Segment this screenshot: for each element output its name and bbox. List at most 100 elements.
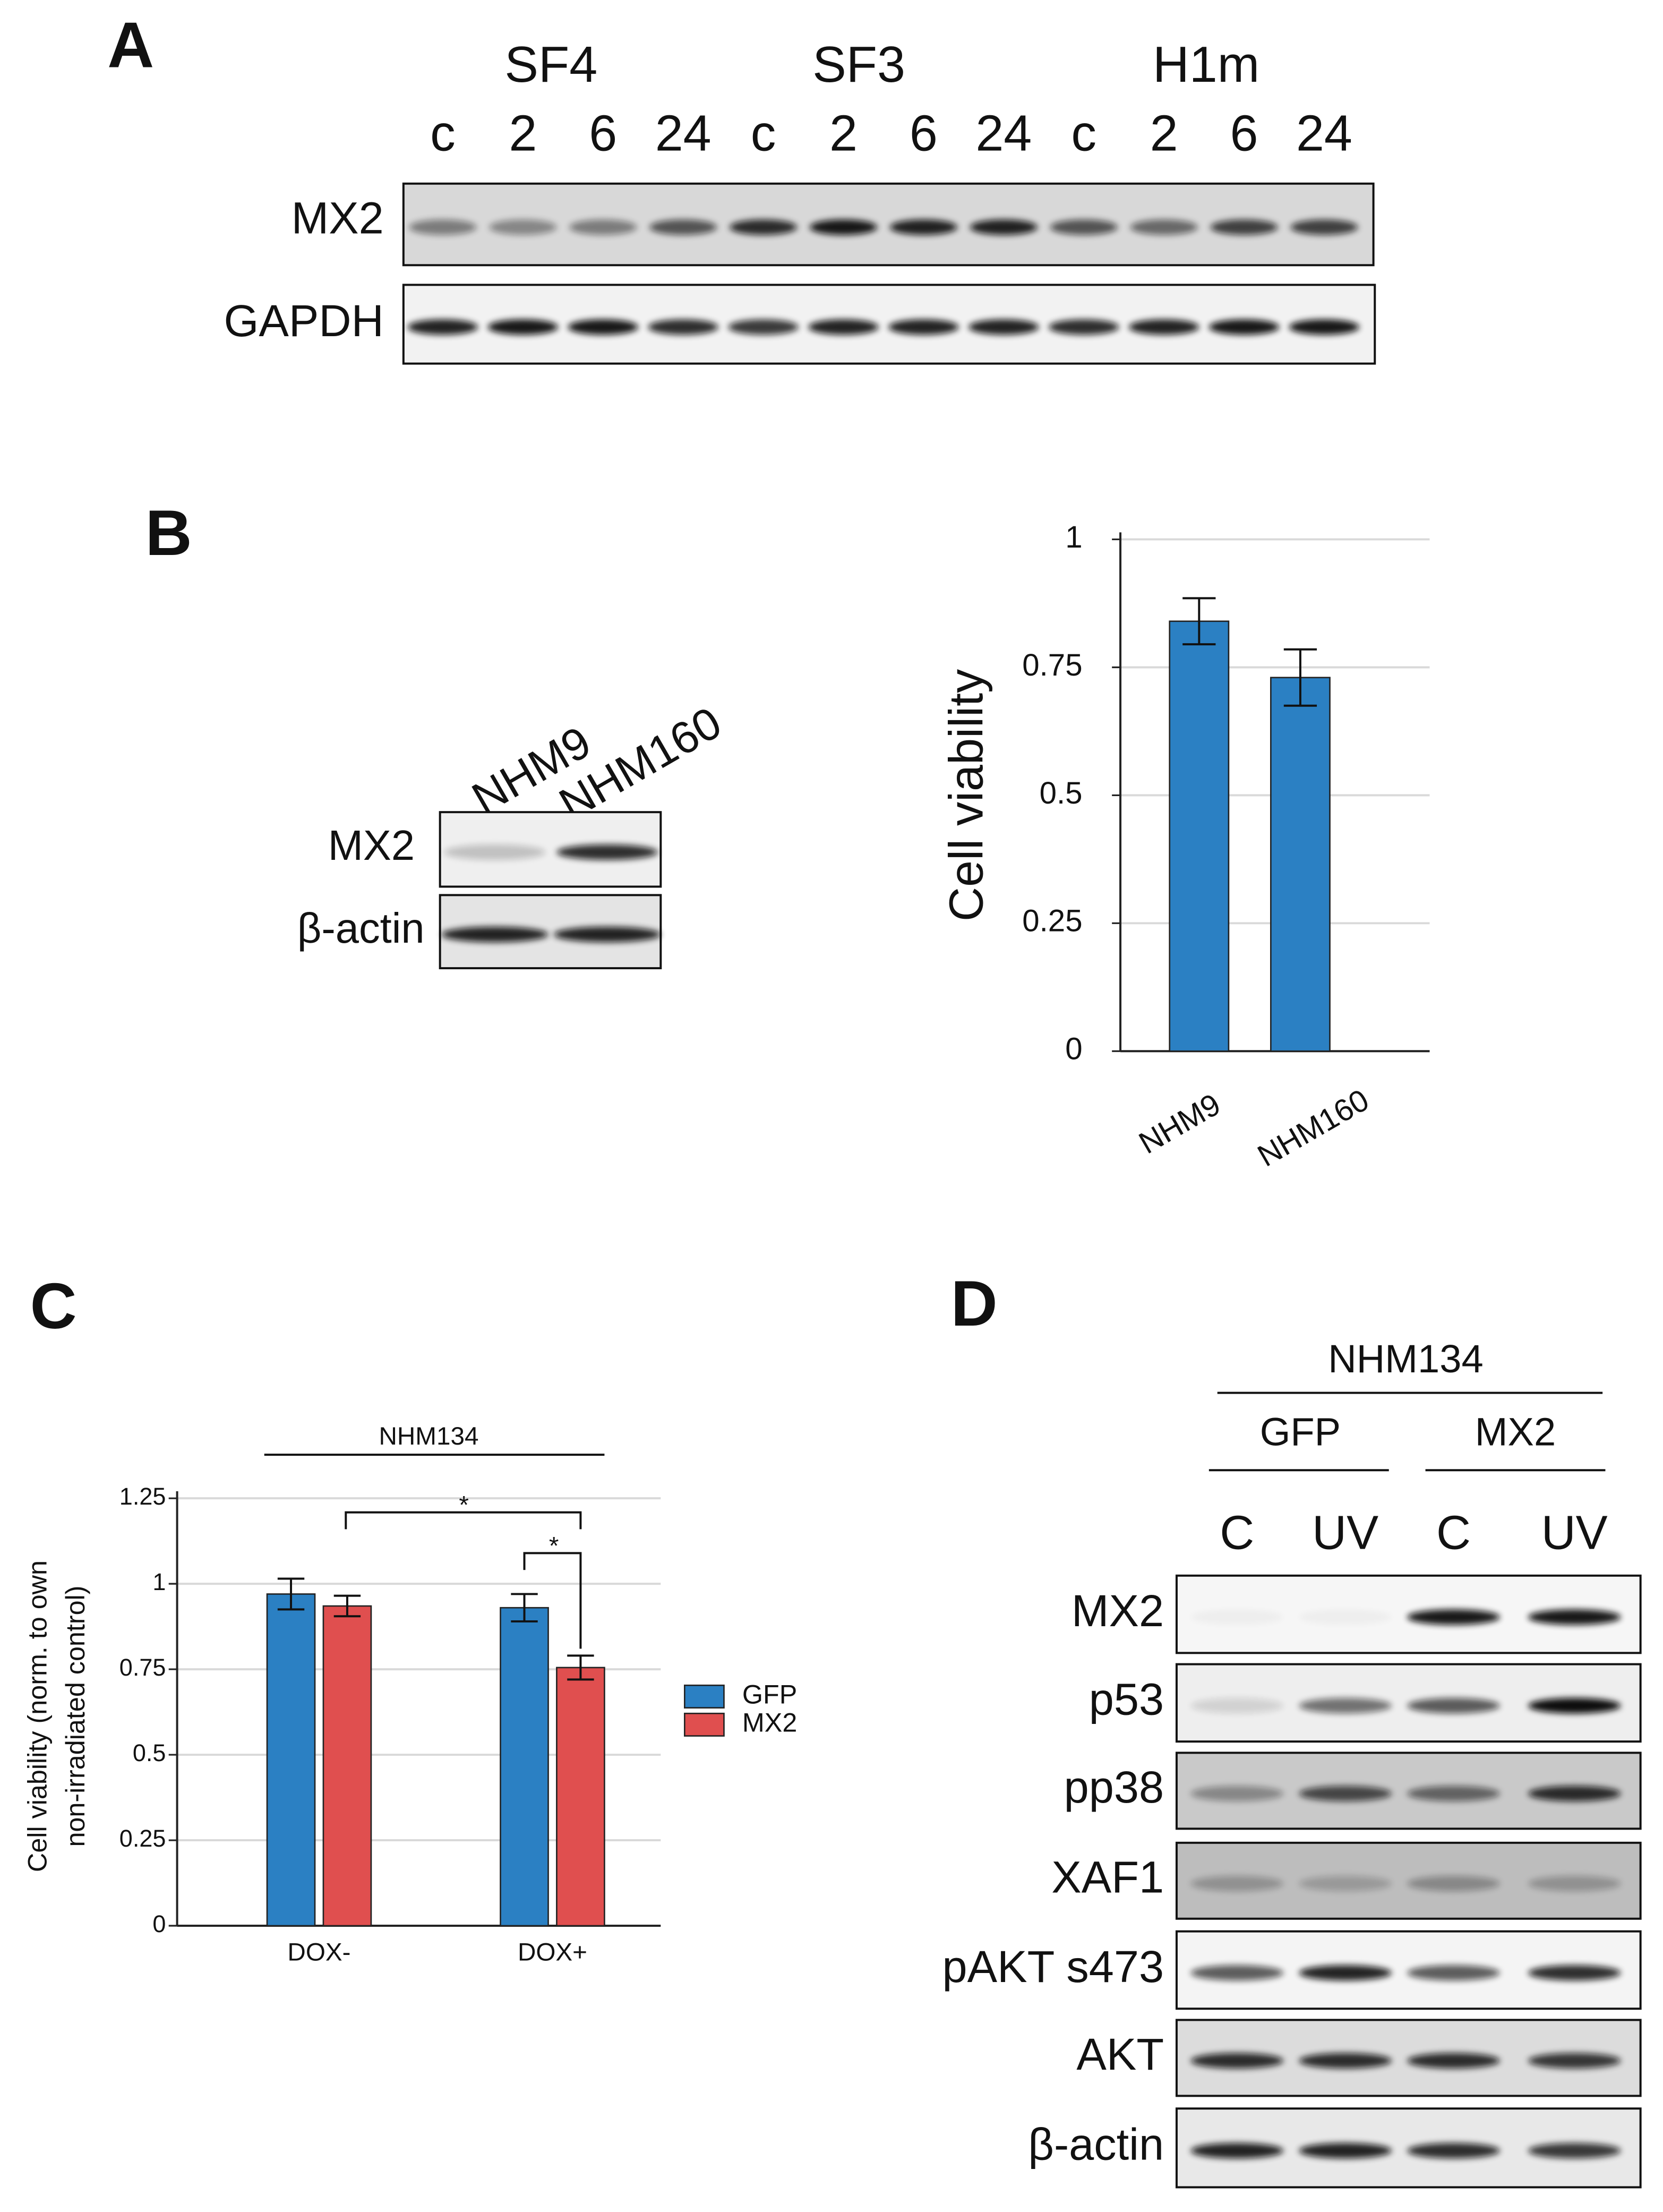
band bbox=[888, 319, 959, 335]
blot-label: p53 bbox=[1089, 1674, 1164, 1724]
group-label: MX2 bbox=[1475, 1410, 1556, 1454]
significance-bracket bbox=[345, 1511, 582, 1530]
group-label: H1m bbox=[1153, 37, 1259, 93]
group-label: SF4 bbox=[504, 37, 597, 93]
band bbox=[1299, 1786, 1392, 1801]
band bbox=[444, 844, 546, 860]
y-tick-label: 0.75 bbox=[1022, 648, 1082, 682]
group-label: GFP bbox=[1260, 1410, 1341, 1454]
y-axis-label: Cell viability (norm. to own bbox=[22, 1560, 52, 1872]
y-axis-label: Cell viability bbox=[940, 669, 993, 921]
significance-mark: * bbox=[549, 1532, 559, 1560]
band bbox=[649, 219, 717, 235]
lane-label: 2 bbox=[1150, 106, 1178, 162]
significance-mark: * bbox=[459, 1491, 469, 1519]
y-tick-label: 0.5 bbox=[1040, 776, 1083, 810]
band bbox=[441, 926, 548, 943]
bar bbox=[556, 1667, 605, 1927]
blot-label: AKT bbox=[1076, 2029, 1164, 2079]
band bbox=[1528, 1876, 1621, 1892]
band bbox=[648, 319, 718, 335]
band bbox=[1190, 1786, 1284, 1801]
band bbox=[808, 319, 879, 335]
lane-label: 6 bbox=[589, 106, 617, 162]
significance-bracket bbox=[523, 1552, 582, 1649]
band bbox=[1528, 2143, 1621, 2159]
bar bbox=[322, 1605, 372, 1927]
bar bbox=[1169, 620, 1230, 1052]
lane-label: 2 bbox=[509, 106, 537, 162]
band bbox=[1190, 2053, 1284, 2069]
band bbox=[1407, 2053, 1500, 2069]
blot-label: GAPDH bbox=[224, 295, 383, 346]
panel-letter: A bbox=[107, 8, 154, 81]
band bbox=[407, 319, 478, 335]
panel-letter: B bbox=[145, 497, 192, 569]
lane-label: c bbox=[751, 106, 776, 162]
y-tick-label: 0.5 bbox=[133, 1739, 166, 1766]
blot-label: β-actin bbox=[1028, 2119, 1164, 2170]
panel-letter: C bbox=[30, 1270, 77, 1342]
cell-line-label: NHM134 bbox=[1328, 1337, 1483, 1381]
band bbox=[1528, 1786, 1621, 1801]
y-tick-label: 0.25 bbox=[1022, 904, 1082, 938]
lane-label: 24 bbox=[975, 106, 1032, 162]
band bbox=[409, 219, 477, 235]
lane-label: 24 bbox=[1296, 106, 1352, 162]
band bbox=[1208, 319, 1280, 335]
bar bbox=[1270, 677, 1331, 1052]
y-tick-label: 1 bbox=[152, 1568, 166, 1595]
blot-label: pAKT s473 bbox=[942, 1941, 1164, 1992]
y-tick-label: 1 bbox=[1065, 520, 1082, 554]
band bbox=[1190, 1609, 1283, 1625]
y-tick-label: 1.25 bbox=[119, 1483, 166, 1510]
band bbox=[1190, 1698, 1284, 1714]
lane-label: C bbox=[1220, 1506, 1254, 1559]
band bbox=[1407, 1786, 1500, 1801]
y-tick-label: 0 bbox=[1065, 1032, 1082, 1066]
blot-label: pp38 bbox=[1064, 1762, 1164, 1812]
band bbox=[809, 219, 878, 235]
band bbox=[1407, 1609, 1500, 1625]
blot-label: β-actin bbox=[297, 904, 425, 952]
band bbox=[889, 219, 957, 235]
band bbox=[1290, 219, 1358, 235]
band bbox=[556, 844, 658, 860]
y-tick-label: 0.25 bbox=[119, 1825, 166, 1852]
y-axis-label: non-irradiated control) bbox=[60, 1585, 90, 1847]
band bbox=[970, 219, 1038, 235]
band bbox=[1190, 2143, 1284, 2159]
band bbox=[1528, 1609, 1621, 1625]
band bbox=[1289, 319, 1360, 335]
y-tick-label: 0 bbox=[152, 1910, 166, 1937]
band bbox=[1299, 1698, 1392, 1714]
band bbox=[569, 219, 637, 235]
panel-letter: D bbox=[951, 1267, 998, 1339]
band bbox=[1190, 1876, 1284, 1892]
blot-label: MX2 bbox=[292, 193, 384, 243]
lane-label: c bbox=[430, 106, 456, 162]
lane-label: c bbox=[1071, 106, 1096, 162]
band bbox=[568, 319, 638, 335]
band bbox=[1190, 1965, 1284, 1981]
y-tick-label: 0.75 bbox=[119, 1654, 166, 1681]
legend-label: MX2 bbox=[742, 1707, 797, 1738]
band bbox=[1407, 1965, 1500, 1981]
blot bbox=[402, 182, 1375, 267]
legend-swatch bbox=[684, 1684, 725, 1709]
band bbox=[1128, 319, 1199, 335]
lane-label: 2 bbox=[829, 106, 858, 162]
band bbox=[1528, 1965, 1621, 1981]
lane-label: C bbox=[1436, 1506, 1471, 1559]
band bbox=[1299, 1965, 1392, 1981]
band bbox=[1528, 1698, 1621, 1714]
band bbox=[1528, 2053, 1621, 2069]
band bbox=[728, 319, 799, 335]
lane-label: 6 bbox=[1230, 106, 1258, 162]
lane-label: 6 bbox=[910, 106, 938, 162]
blot-label: MX2 bbox=[1071, 1585, 1164, 1636]
band bbox=[1407, 1698, 1500, 1714]
band bbox=[1050, 219, 1118, 235]
band bbox=[554, 926, 661, 943]
